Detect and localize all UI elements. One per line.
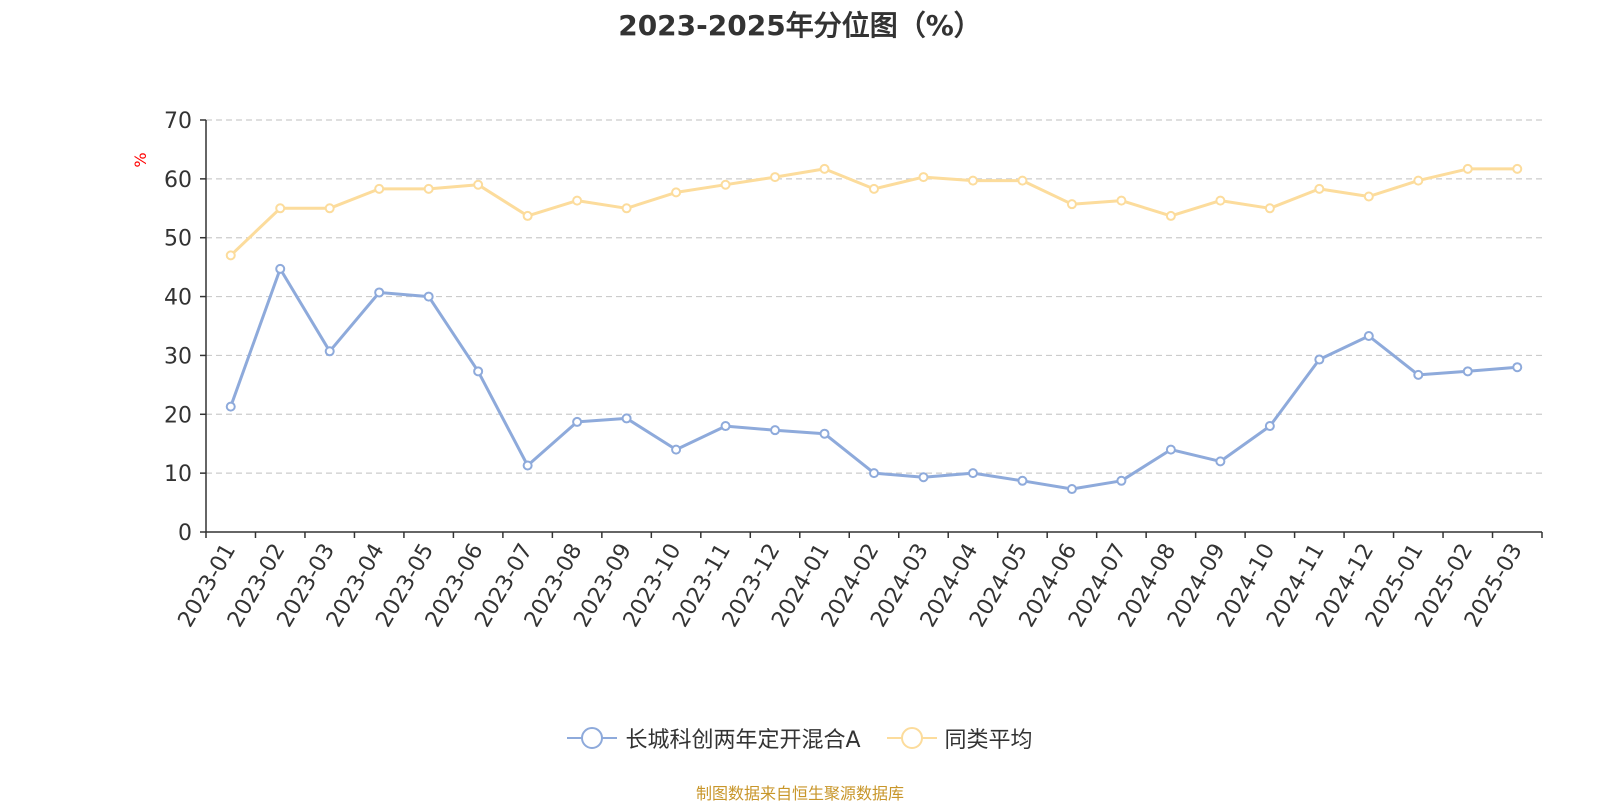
y-tick-label: 60 [164,168,192,193]
source-note: 制图数据来自恒生聚源数据库 [695,784,904,803]
data-point [473,366,484,377]
legend-label-series-1: 长城科创两年定开混合A [625,728,861,753]
data-point [225,250,236,261]
series-2 [225,163,1523,261]
series-line-2 [229,167,1518,257]
data-point [1264,421,1275,432]
data-point [1165,444,1176,455]
data-point [423,291,434,302]
data-point [1116,195,1127,206]
data-point [918,472,929,483]
data-point [918,172,929,183]
data-point [522,210,533,221]
data-point [1413,175,1424,186]
data-point [522,460,533,471]
data-point [621,203,632,214]
data-point [720,421,731,432]
y-tick-label: 20 [164,403,192,428]
data-point [1462,163,1473,174]
y-tick-label: 10 [164,462,192,487]
legend-marker-series-1 [567,727,618,749]
data-point [1512,163,1523,174]
chart-title: 2023-2025年分位图（%） [618,9,982,42]
legend-marker-series-2 [886,727,937,749]
data-point [374,287,385,298]
legend: 长城科创两年定开混合A 同类平均 [0,722,1600,754]
legend-item-series-1[interactable]: 长城科创两年定开混合A [567,722,861,754]
data-point [1462,366,1473,377]
data-point [1363,331,1374,342]
data-point [770,425,781,436]
series-layer [225,163,1523,495]
data-point [473,179,484,190]
data-point [770,172,781,183]
legend-item-series-2[interactable]: 同类平均 [886,722,1033,754]
data-point [572,195,583,206]
data-point [869,468,879,479]
y-tick-label: 50 [164,227,192,252]
data-point [967,175,978,186]
data-point [324,203,335,214]
data-point [1116,475,1127,486]
data-point [621,413,632,424]
data-point [869,183,879,194]
data-point [819,428,830,439]
data-point [1413,369,1424,380]
data-point [720,179,731,190]
data-point [1017,175,1028,186]
data-point [324,346,335,357]
data-point [1314,183,1325,194]
data-point [1363,191,1374,202]
data-point [819,163,830,174]
data-point [275,203,286,214]
data-point [225,401,236,412]
series-1 [225,263,1523,495]
data-point [1314,354,1325,365]
data-point [671,187,682,198]
data-point [1017,475,1028,486]
data-point [275,263,286,274]
data-point [1066,484,1077,495]
data-point [1512,362,1523,373]
data-point [1264,203,1275,214]
data-point [1066,199,1077,210]
grid-lines [206,119,1542,474]
data-point [1215,195,1226,206]
y-tick-label: 70 [164,109,192,134]
legend-label-series-2: 同类平均 [944,728,1033,753]
data-point [572,416,583,427]
data-point [1165,210,1176,221]
series-line-1 [229,267,1518,491]
data-point [423,183,434,194]
data-point [671,444,682,455]
y-tick-label: 40 [164,286,192,311]
y-axis-unit-label: % [131,152,150,167]
data-point [967,468,978,479]
y-tick-label: 30 [164,344,192,369]
axes: 0102030405060702023-012023-022023-032023… [164,109,1543,632]
data-point [1215,456,1226,467]
data-point [374,183,385,194]
y-tick-label: 0 [178,521,192,546]
